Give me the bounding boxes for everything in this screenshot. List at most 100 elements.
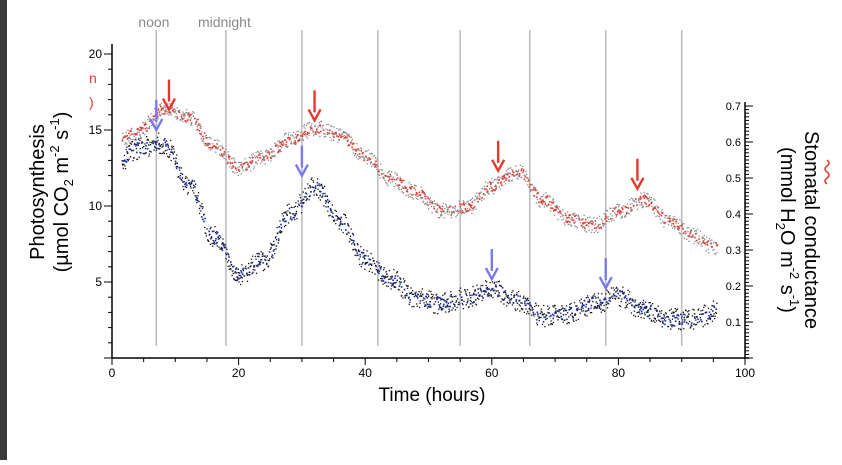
noise-point [567,211,569,213]
noise-point [476,196,479,198]
noise-point [304,187,306,190]
noise-point [240,276,242,278]
data-point [215,232,218,235]
noise-point [609,207,611,209]
noise-point [175,162,177,164]
noise-point [632,199,634,202]
noise-point [186,177,188,179]
data-point [470,206,473,209]
data-point [570,307,572,310]
data-point [338,139,340,141]
noise-point [667,325,670,328]
noise-point [459,211,462,214]
noise-point [264,163,266,165]
noise-point [570,302,572,305]
noise-point [404,297,406,299]
data-point [669,321,672,323]
noise-point [487,182,489,184]
data-point [391,276,393,278]
data-point [505,295,508,297]
data-point [135,143,138,146]
noise-point [524,297,527,300]
noise-point [287,210,289,212]
noise-point [508,297,510,299]
noise-point [265,259,267,261]
noise-point [410,185,413,188]
data-point [239,274,242,277]
noise-point [257,159,259,161]
noise-point [457,298,459,300]
data-point [324,195,327,197]
data-point [460,210,463,213]
data-point [182,118,184,120]
noise-point [398,189,401,191]
noise-point [537,305,540,307]
data-point [684,319,686,321]
noise-point [496,281,498,283]
noise-point [549,316,551,318]
data-point [518,175,520,178]
noise-point [210,137,212,140]
data-point [268,152,271,155]
data-point [491,189,494,192]
noise-point [296,217,298,220]
data-point [384,174,386,177]
noise-point [557,208,560,210]
noise-point [437,217,439,219]
data-point [694,232,697,235]
noise-point [691,325,693,327]
noise-point [455,210,458,212]
noise-point [416,195,418,198]
noise-point [418,306,421,309]
noise-point [135,147,138,150]
data-point [419,194,422,196]
noise-point [332,135,334,137]
data-point [645,196,648,198]
noise-point [491,190,494,193]
data-point [157,109,160,111]
data-point [236,276,238,278]
data-point [210,146,212,149]
noise-point [635,304,638,307]
noise-point [665,313,667,315]
data-point [604,215,607,217]
noise-point [331,130,334,133]
noise-point [204,226,206,229]
noise-point [619,295,621,297]
data-point [314,132,317,134]
data-point [535,318,538,321]
noise-point [644,314,646,316]
noise-point [525,308,527,310]
noise-point [219,248,221,250]
data-point [185,120,188,123]
noise-point [232,272,234,275]
noise-point [590,231,593,233]
noise-point [638,201,641,204]
noise-point [355,250,357,252]
data-point [520,169,523,172]
noise-point [592,300,594,303]
data-point [129,130,131,132]
noise-point [592,295,594,297]
noise-point [192,115,195,118]
noise-point [292,135,294,137]
noise-point [184,183,186,185]
noise-point [596,217,598,219]
noise-point [353,248,355,251]
noise-point [536,189,538,191]
noise-point [270,242,272,245]
data-point [640,201,643,204]
data-point [235,167,237,170]
noise-point [592,222,594,224]
arrow-head [630,177,645,192]
noise-point [255,272,258,274]
noise-point [420,293,422,295]
data-point [404,295,406,297]
data-point [273,243,275,246]
data-point [468,203,470,205]
data-point [591,220,593,223]
noise-point [278,231,281,233]
noise-point [319,199,322,201]
data-point [639,195,642,198]
noise-point [246,168,249,171]
